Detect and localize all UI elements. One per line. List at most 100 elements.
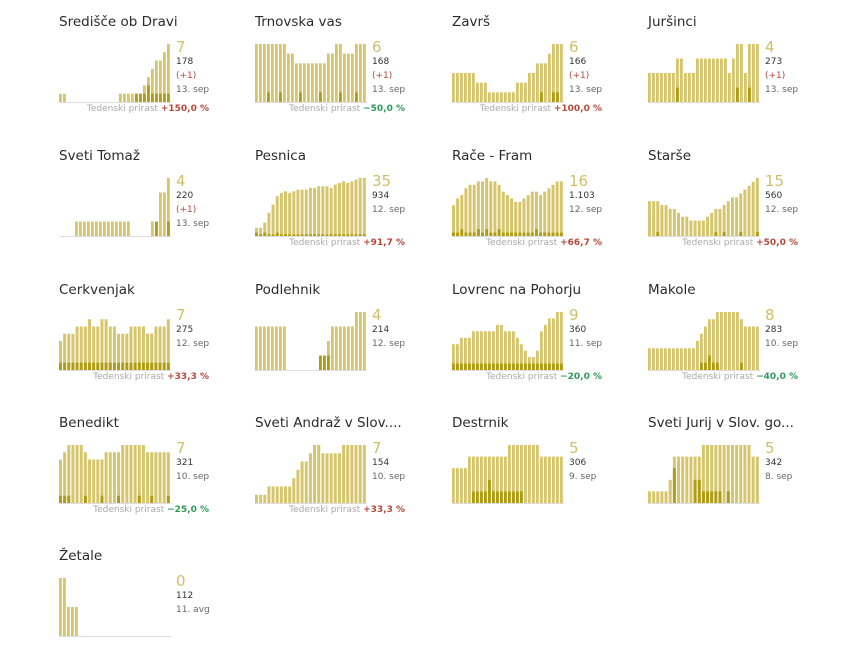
bar [167, 178, 170, 236]
total-cases: 560 [765, 191, 783, 201]
bar [271, 204, 275, 236]
bar [724, 312, 727, 370]
bar [708, 58, 711, 102]
bar-new-cases [337, 234, 341, 236]
municipality-name: Destrnik [452, 415, 509, 431]
municipality-name: Sveti Jurij v Slov. go... [648, 415, 794, 431]
bar [688, 348, 691, 370]
bar-new-cases [492, 363, 495, 370]
bar [718, 208, 722, 236]
weekly-growth-value: −20,0 % [560, 372, 602, 382]
bar [117, 452, 121, 503]
bar [67, 333, 71, 370]
bar-new-cases [488, 479, 491, 503]
bar [456, 73, 459, 102]
bar [263, 222, 267, 236]
bar [347, 326, 350, 370]
bar [83, 452, 87, 503]
weekly-growth-label: Tedenski prirast [289, 505, 361, 515]
last-update-date: 13. sep [176, 219, 210, 229]
bar [484, 456, 487, 503]
bar [476, 456, 479, 503]
bar [536, 445, 539, 503]
bar [100, 459, 104, 503]
bar [528, 73, 531, 102]
bar-new-cases [166, 495, 170, 503]
bar-new-cases [163, 93, 166, 102]
bar [472, 73, 475, 102]
bar [354, 179, 358, 236]
bar [528, 357, 531, 370]
bar [67, 607, 70, 636]
bar-new-cases [263, 232, 267, 236]
bar [744, 326, 747, 370]
bar [544, 456, 547, 503]
bar [512, 445, 515, 503]
bar-new-cases [346, 234, 350, 236]
bar [656, 201, 660, 236]
bar [748, 326, 751, 370]
weekly-growth: Tedenski prirast −50,0 % [255, 104, 405, 114]
bar [664, 73, 667, 102]
weekly-growth-value: −40,0 % [756, 372, 798, 382]
bar [464, 468, 467, 503]
bar [464, 188, 468, 236]
bar [452, 468, 455, 503]
bar-new-cases [552, 92, 555, 102]
bar [744, 73, 747, 102]
last-update-date: 10. sep [765, 339, 799, 349]
bar-new-cases [154, 362, 158, 370]
bar [347, 53, 350, 102]
bar [104, 452, 108, 503]
municipality-card-zetale: Žetale 0 112 11. avg [59, 548, 249, 668]
bar-new-cases [288, 234, 292, 236]
bar [532, 73, 535, 102]
bar [468, 456, 471, 503]
municipality-name: Juršinci [648, 14, 697, 30]
bar [552, 44, 555, 102]
bar-new-cases [526, 232, 530, 236]
bar-chart [255, 312, 367, 371]
municipality-name: Cerkvenjak [59, 282, 135, 298]
bar [279, 192, 283, 236]
last-update-date: 8. sep [765, 472, 793, 482]
bar [75, 607, 78, 636]
bar [300, 189, 304, 236]
weekly-growth-label: Tedenski prirast [486, 372, 558, 382]
active-cases: 8 [765, 306, 775, 324]
bar [325, 186, 329, 236]
bar-new-cases [701, 491, 705, 503]
bar-new-cases [139, 93, 142, 102]
municipality-name: Benedikt [59, 415, 119, 431]
bar-new-cases [552, 363, 555, 370]
bar-new-cases [536, 363, 539, 370]
bar-new-cases [150, 495, 154, 503]
bar [83, 326, 87, 370]
weekly-growth: Tedenski prirast −25,0 % [59, 505, 209, 515]
active-cases: 9 [569, 306, 579, 324]
bar-chart [59, 44, 171, 103]
bar-new-cases [167, 221, 170, 236]
bar [755, 456, 759, 503]
bar [92, 326, 96, 370]
municipality-name: Rače - Fram [452, 148, 533, 164]
bar-new-cases [736, 87, 739, 102]
total-cases: 342 [765, 458, 783, 468]
bar [652, 348, 655, 370]
bar-new-cases [329, 234, 333, 236]
bar-new-cases [452, 363, 455, 370]
bar-chart [59, 319, 171, 371]
bar [166, 452, 170, 503]
bar-new-cases [158, 362, 162, 370]
bar [536, 350, 539, 370]
bar-new-cases [518, 232, 522, 236]
bar-new-cases [716, 362, 719, 370]
bar-new-cases [714, 232, 718, 236]
weekly-growth: Tedenski prirast +33,3 % [255, 505, 405, 515]
bar [337, 182, 341, 236]
bar [141, 445, 145, 503]
bar [743, 189, 747, 236]
bar [652, 491, 656, 503]
bar [275, 486, 279, 503]
bar [559, 181, 563, 236]
